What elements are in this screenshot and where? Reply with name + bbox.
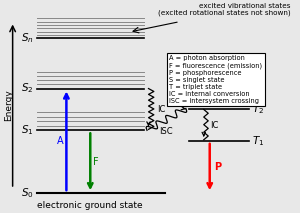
Text: F: F — [93, 157, 99, 167]
Text: $S_2$: $S_2$ — [21, 82, 34, 95]
Text: ISC: ISC — [160, 127, 173, 137]
Text: $T_2$: $T_2$ — [251, 103, 264, 116]
Text: $S_0$: $S_0$ — [21, 186, 34, 200]
Text: Energy: Energy — [4, 89, 13, 121]
Text: A = photon absorption
F = fluorescence (emission)
P = phosphorescence
S = single: A = photon absorption F = fluorescence (… — [169, 55, 262, 104]
Text: $T_1$: $T_1$ — [251, 134, 264, 148]
Text: IC: IC — [210, 121, 218, 130]
Text: $S_1$: $S_1$ — [21, 124, 34, 137]
Text: IC: IC — [158, 105, 166, 114]
Text: A: A — [57, 136, 63, 146]
Text: P: P — [214, 162, 221, 172]
Text: excited vibrational states
(excited rotational states not shown): excited vibrational states (excited rota… — [158, 3, 290, 16]
Text: electronic ground state: electronic ground state — [38, 201, 143, 210]
Text: $S_n$: $S_n$ — [21, 32, 34, 45]
